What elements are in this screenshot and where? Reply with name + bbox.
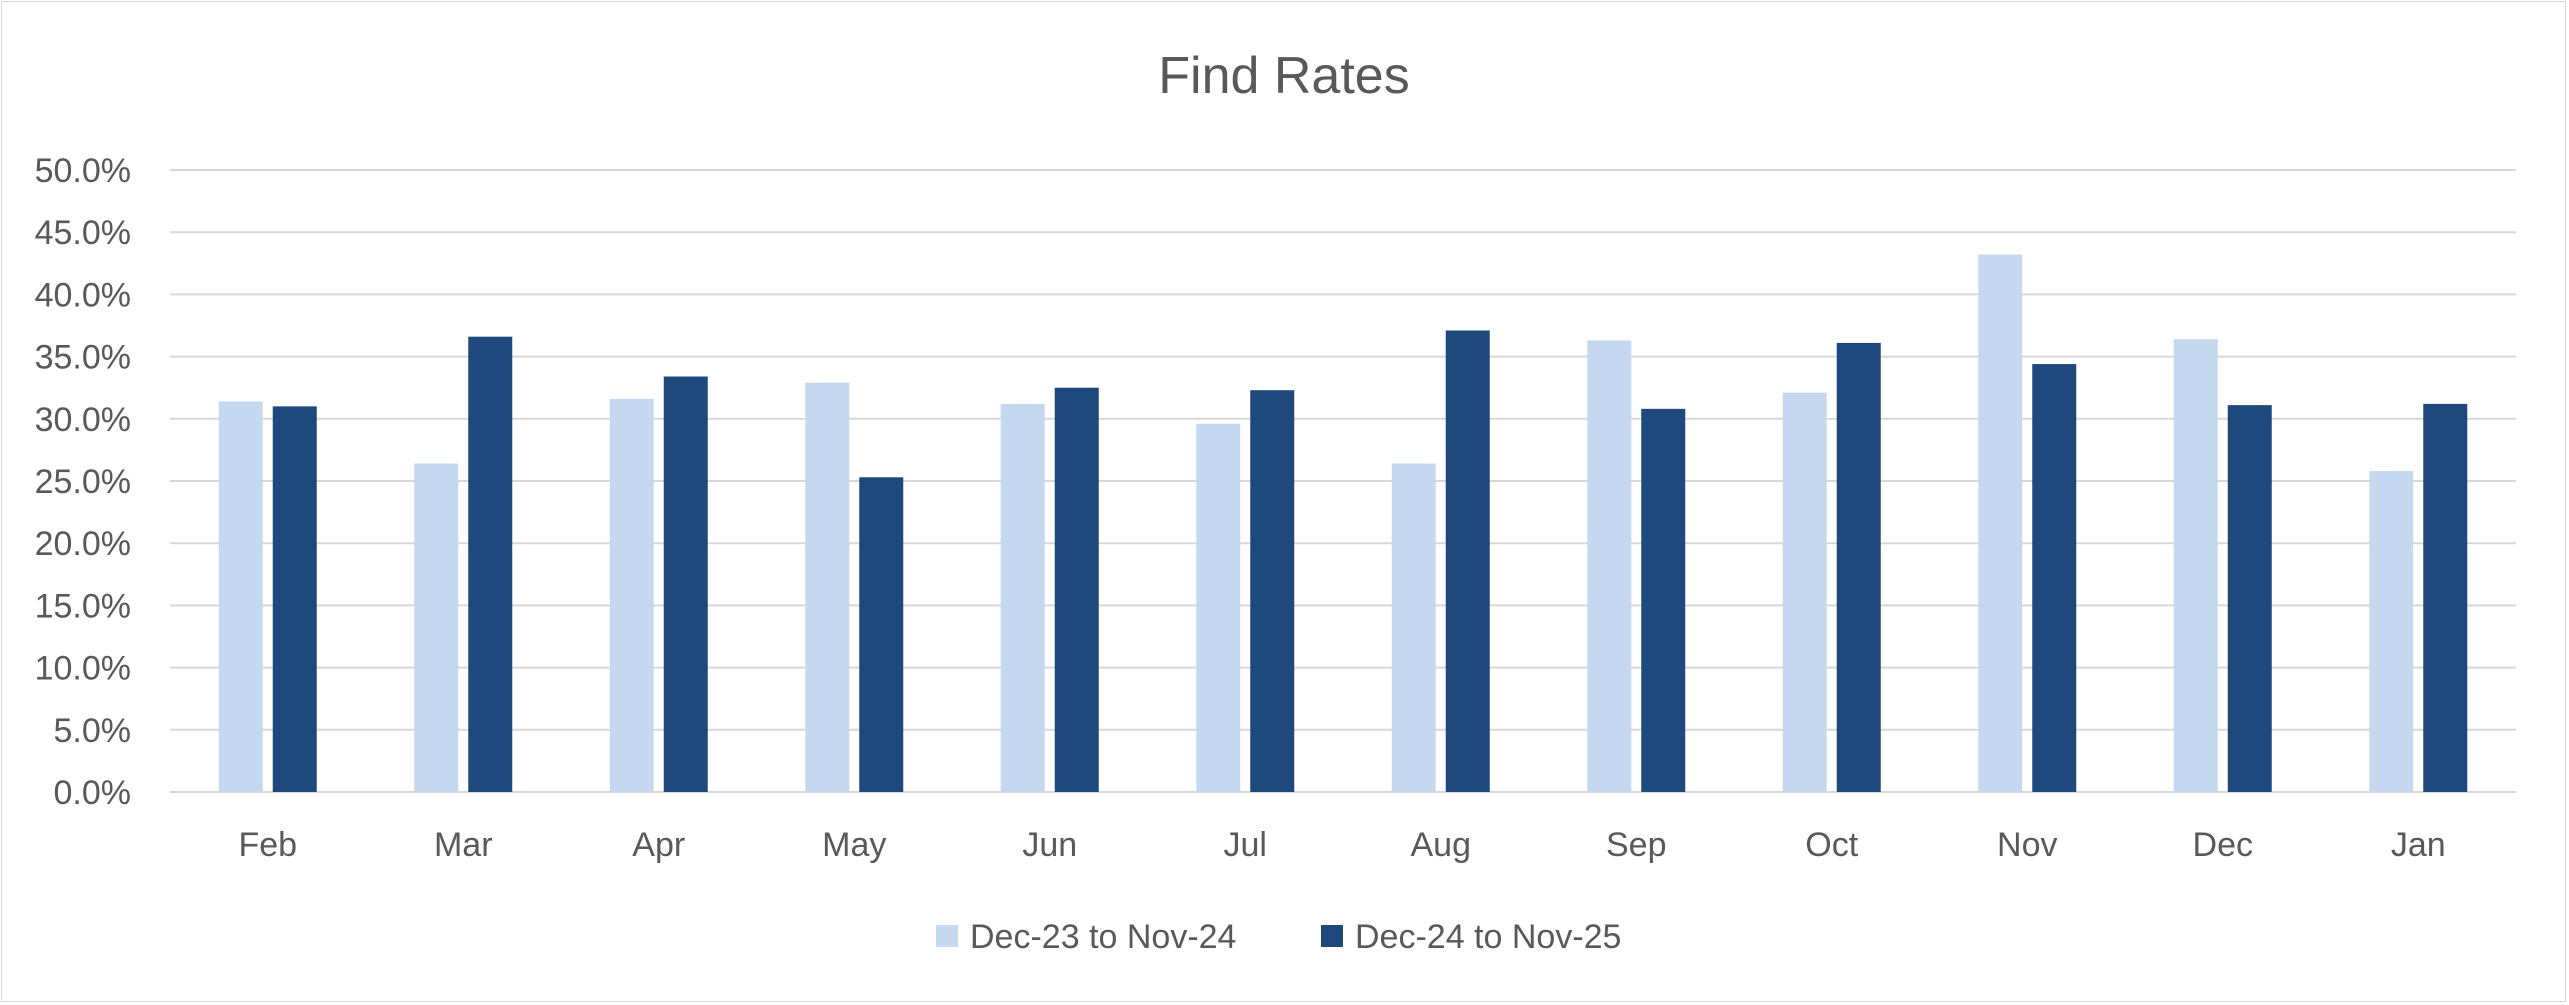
x-tick-label: Sep bbox=[1606, 826, 1667, 864]
y-tick-label: 40.0% bbox=[35, 276, 131, 314]
x-axis-ticks: Feb Mar Apr May Jun Jul Aug Sep Oct Nov Dec Jan bbox=[238, 826, 2445, 864]
legend-swatch bbox=[1321, 925, 1343, 947]
legend: Dec-23 to Nov-24 Dec-24 to Nov-25 bbox=[936, 918, 1621, 956]
x-tick-label: Jun bbox=[1022, 826, 1077, 864]
bar-series2-feb bbox=[272, 406, 317, 792]
legend-label: Dec-24 to Nov-25 bbox=[1355, 918, 1621, 956]
y-tick-label: 10.0% bbox=[35, 650, 131, 688]
y-tick-label: 35.0% bbox=[35, 339, 131, 377]
x-tick-label: Dec bbox=[2193, 826, 2253, 864]
legend-swatch bbox=[936, 925, 958, 947]
x-tick-label: Nov bbox=[1997, 826, 2057, 864]
bars bbox=[218, 254, 2468, 793]
bar-series1-may bbox=[805, 382, 850, 792]
bar-series2-oct bbox=[1836, 342, 1881, 792]
y-tick-label: 25.0% bbox=[35, 463, 131, 501]
bar-series2-may bbox=[859, 477, 904, 792]
bar-series1-apr bbox=[609, 398, 654, 792]
bar-series1-jul bbox=[1196, 423, 1241, 792]
bar-series1-feb bbox=[218, 401, 263, 792]
bar-series2-mar bbox=[468, 336, 513, 792]
y-tick-label: 20.0% bbox=[35, 525, 131, 563]
x-tick-label: Mar bbox=[434, 826, 493, 864]
y-tick-label: 5.0% bbox=[54, 712, 132, 750]
y-axis-ticks: 0.0% 5.0% 10.0% 15.0% 20.0% 25.0% 30.0% 35.0% 40… bbox=[35, 152, 131, 812]
bar-series2-jul bbox=[1250, 390, 1295, 792]
x-tick-label: Aug bbox=[1411, 826, 1472, 864]
gridlines bbox=[170, 169, 2516, 793]
x-tick-label: Jul bbox=[1224, 826, 1267, 864]
bar-series2-aug bbox=[1445, 330, 1490, 792]
bar-series1-jan bbox=[2369, 471, 2414, 792]
x-tick-label: May bbox=[822, 826, 886, 864]
bar-series2-jun bbox=[1054, 387, 1099, 792]
bar-series2-nov bbox=[2032, 364, 2077, 792]
x-tick-label: Oct bbox=[1805, 826, 1858, 864]
x-tick-label: Apr bbox=[632, 826, 685, 864]
x-tick-label: Jan bbox=[2391, 826, 2446, 864]
bar-series1-nov bbox=[1978, 254, 2023, 793]
bar-series1-oct bbox=[1782, 392, 1827, 792]
bar-series2-apr bbox=[663, 376, 708, 792]
y-tick-label: 45.0% bbox=[35, 214, 131, 252]
bar-series2-jan bbox=[2423, 403, 2468, 792]
bar-series2-sep bbox=[1641, 408, 1686, 792]
x-tick-label: Feb bbox=[238, 826, 297, 864]
y-tick-label: 15.0% bbox=[35, 587, 131, 625]
y-tick-label: 0.0% bbox=[54, 774, 132, 812]
y-tick-label: 50.0% bbox=[35, 152, 131, 190]
bar-series1-sep bbox=[1587, 340, 1632, 792]
legend-label: Dec-23 to Nov-24 bbox=[970, 918, 1236, 956]
bar-series1-aug bbox=[1391, 463, 1436, 792]
bar-series1-dec bbox=[2173, 339, 2218, 792]
bar-series1-jun bbox=[1000, 403, 1045, 792]
bar-series1-mar bbox=[414, 463, 459, 792]
chart-title: Find Rates bbox=[1158, 47, 1409, 105]
y-tick-label: 30.0% bbox=[35, 401, 131, 439]
bar-series2-dec bbox=[2227, 405, 2272, 792]
